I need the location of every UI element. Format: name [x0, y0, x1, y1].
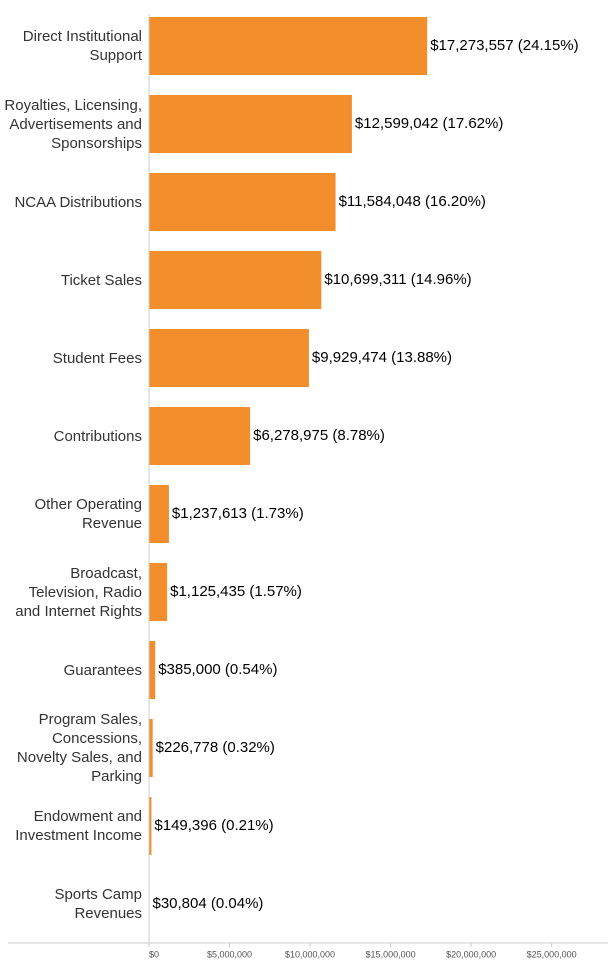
value-label: $6,278,975 (8.78%): [253, 427, 385, 444]
x-tick-label: $15,000,000: [366, 949, 416, 959]
y-tick-label: Guarantees: [63, 661, 142, 679]
y-tick-label: Endowment and Investment Income: [15, 808, 142, 844]
bar: [149, 485, 169, 543]
bar: [149, 563, 168, 621]
y-tick-label: Student Fees: [52, 349, 142, 367]
y-tick-label: Program Sales, Concessions, Novelty Sale…: [16, 711, 142, 785]
bar: [149, 719, 153, 777]
x-tick-label: $25,000,000: [527, 949, 577, 959]
value-label: $149,396 (0.21%): [154, 817, 273, 834]
bar: [149, 797, 152, 855]
value-label: $1,237,613 (1.73%): [172, 505, 304, 522]
value-label: $17,273,557 (24.15%): [430, 37, 578, 54]
bar: [149, 329, 309, 387]
bar: [149, 251, 322, 309]
bar: [149, 173, 336, 231]
y-tick-label: Contributions: [53, 427, 142, 445]
y-tick-label: Sports Camp Revenues: [54, 886, 142, 922]
y-tick-label: Broadcast, Television, Radio and Interne…: [15, 564, 142, 620]
value-label: $385,000 (0.54%): [158, 661, 277, 678]
bar: [149, 95, 352, 153]
y-tick-label: Ticket Sales: [60, 271, 142, 289]
x-tick-label: $10,000,000: [285, 949, 335, 959]
value-label: $11,584,048 (16.20%): [339, 193, 486, 210]
y-tick-label: Other Operating Revenue: [34, 496, 142, 532]
x-tick-label: $5,000,000: [207, 949, 252, 959]
value-label: $1,125,435 (1.57%): [170, 583, 302, 600]
y-tick-label: Royalties, Licensing, Advertisements and…: [4, 96, 142, 152]
value-label: $30,804 (0.04%): [152, 895, 263, 912]
bar: [149, 407, 251, 465]
bar: [149, 17, 428, 75]
value-label: $10,699,311 (14.96%): [324, 271, 471, 288]
value-label: $12,599,042 (17.62%): [355, 115, 503, 132]
x-tick-label: $0: [149, 949, 159, 959]
value-label: $9,929,474 (13.88%): [312, 349, 452, 366]
bar: [149, 641, 156, 699]
y-tick-label: Direct Institutional Support: [22, 28, 142, 64]
y-tick-label: NCAA Distributions: [14, 193, 142, 211]
x-tick-label: $20,000,000: [446, 949, 496, 959]
value-label: $226,778 (0.32%): [156, 739, 275, 756]
